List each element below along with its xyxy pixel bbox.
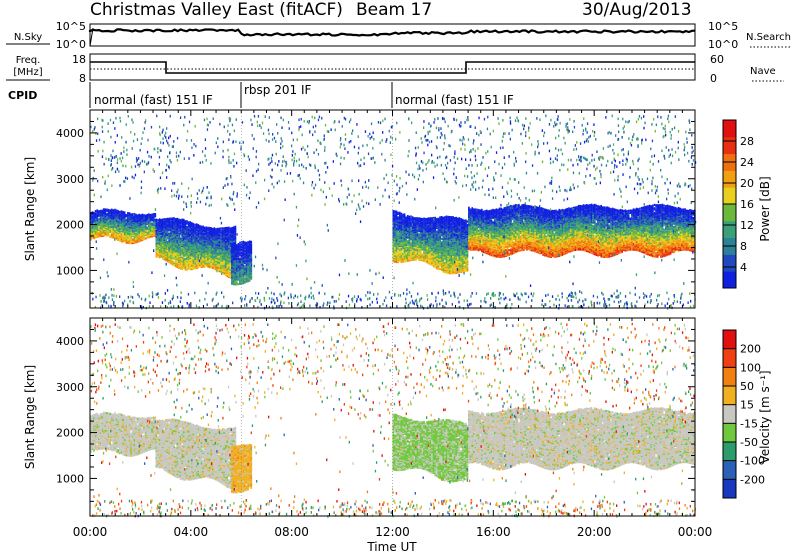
nsearch-label: N.Search: [746, 32, 791, 43]
power-data: [90, 110, 697, 310]
freq-tick-top: 18: [72, 53, 86, 66]
y-tick-4000-power: 4000: [56, 127, 84, 140]
power-cbar-tick-1: 8: [740, 240, 747, 253]
power-colorbar-label: Power [dB]: [758, 176, 772, 241]
power-y-label: Slant Range [km]: [23, 157, 37, 261]
cpid-row: CPID normal (fast) 151 IF rbsp 201 IF no…: [8, 82, 514, 108]
y-tick-3000-power: 3000: [56, 173, 84, 186]
velocity-cbar-tick-6: -100: [740, 455, 765, 468]
cpid-label: CPID: [8, 89, 37, 102]
cpid-segment-3: normal (fast) 151 IF: [395, 93, 514, 107]
y-tick-2000-power: 2000: [56, 219, 84, 232]
y-tick-1000-power: 1000: [56, 264, 84, 277]
nsky-label: N.Sky: [14, 32, 42, 43]
x-axis-label: Time UT: [366, 540, 417, 554]
velocity-cbar-tick-0: 200: [740, 343, 761, 356]
freq-tick-bottom: 8: [79, 72, 86, 85]
velocity-y-label: Slant Range [km]: [23, 365, 37, 469]
velocity-cbar-tick-5: -50: [740, 436, 758, 449]
freq-panel: Freq. [MHz] 18 8 60 0 Nave: [6, 53, 784, 85]
velocity-colorbar-label: Velocity [m s⁻¹]: [758, 370, 772, 463]
x-tick-4: 16:00: [476, 525, 511, 539]
nsky-panel: N.Sky 10^5 10^0 10^5 10^0 N.Search: [6, 20, 791, 51]
station-title: Christmas Valley East (fitACF): [90, 0, 343, 20]
beam-label: Beam 17: [356, 0, 432, 20]
power-axis-ticks: [89, 109, 696, 308]
x-tick-2: 08:00: [274, 525, 309, 539]
nsky-tick-bottom: 10^0: [56, 38, 86, 51]
nave-label: Nave: [750, 66, 776, 77]
y-tick-3000-velocity: 3000: [56, 381, 84, 394]
y-tick-4000-velocity: 4000: [56, 335, 84, 348]
x-tick-labels: 00:00 04:00 08:00 12:00 16:00 20:00 00:00: [73, 525, 713, 539]
power-cbar-tick-2: 12: [740, 219, 754, 232]
velocity-cbar-tick-3: 15: [740, 399, 754, 412]
power-cbar-tick-6: 28: [740, 135, 754, 148]
x-tick-5: 20:00: [577, 525, 612, 539]
power-panel: [89, 109, 697, 310]
velocity-data: [90, 318, 696, 518]
x-tick-0: 00:00: [73, 525, 108, 539]
freq-trace: [90, 61, 695, 74]
y-tick-1000-velocity: 1000: [56, 472, 84, 485]
nave-tick-top: 60: [710, 53, 724, 66]
x-tick-6: 00:00: [678, 525, 713, 539]
freq-unit-label: [MHz]: [13, 67, 42, 78]
freq-label: Freq.: [16, 55, 41, 66]
nave-tick-bottom: 0: [710, 72, 717, 85]
power-cbar-tick-3: 16: [740, 198, 754, 211]
power-cbar-tick-5: 24: [740, 156, 754, 169]
cpid-segment-1: normal (fast) 151 IF: [94, 93, 213, 107]
nsearch-tick-bottom: 10^0: [708, 38, 738, 51]
x-tick-3: 12:00: [375, 525, 410, 539]
nsky-line: [88, 28, 696, 37]
y-tick-labels: 1000 2000 3000 4000 1000 2000 3000 4000: [56, 127, 84, 485]
power-colorbar: 4 8 12 16 20 24 28: [722, 119, 754, 289]
velocity-cbar-tick-2: 50: [740, 380, 754, 393]
power-cbar-tick-4: 20: [740, 177, 754, 190]
velocity-cbar-tick-7: -200: [740, 473, 765, 486]
cpid-segment-2: rbsp 201 IF: [244, 83, 311, 97]
velocity-colorbar: 200 100 50 15 -15 -50 -100 -200: [722, 329, 765, 499]
date-label: 30/Aug/2013: [582, 0, 692, 20]
x-tick-1: 04:00: [174, 525, 209, 539]
nsky-tick-top: 10^5: [56, 20, 86, 33]
y-tick-2000-velocity: 2000: [56, 427, 84, 440]
velocity-cbar-tick-1: 100: [740, 361, 761, 374]
velocity-cbar-tick-4: -15: [740, 417, 758, 430]
velocity-axis-ticks: [89, 317, 696, 516]
nsky-trace: [88, 27, 696, 47]
velocity-panel: [89, 317, 696, 518]
power-cbar-tick-0: 4: [740, 261, 747, 274]
nsearch-tick-top: 10^5: [708, 20, 738, 33]
